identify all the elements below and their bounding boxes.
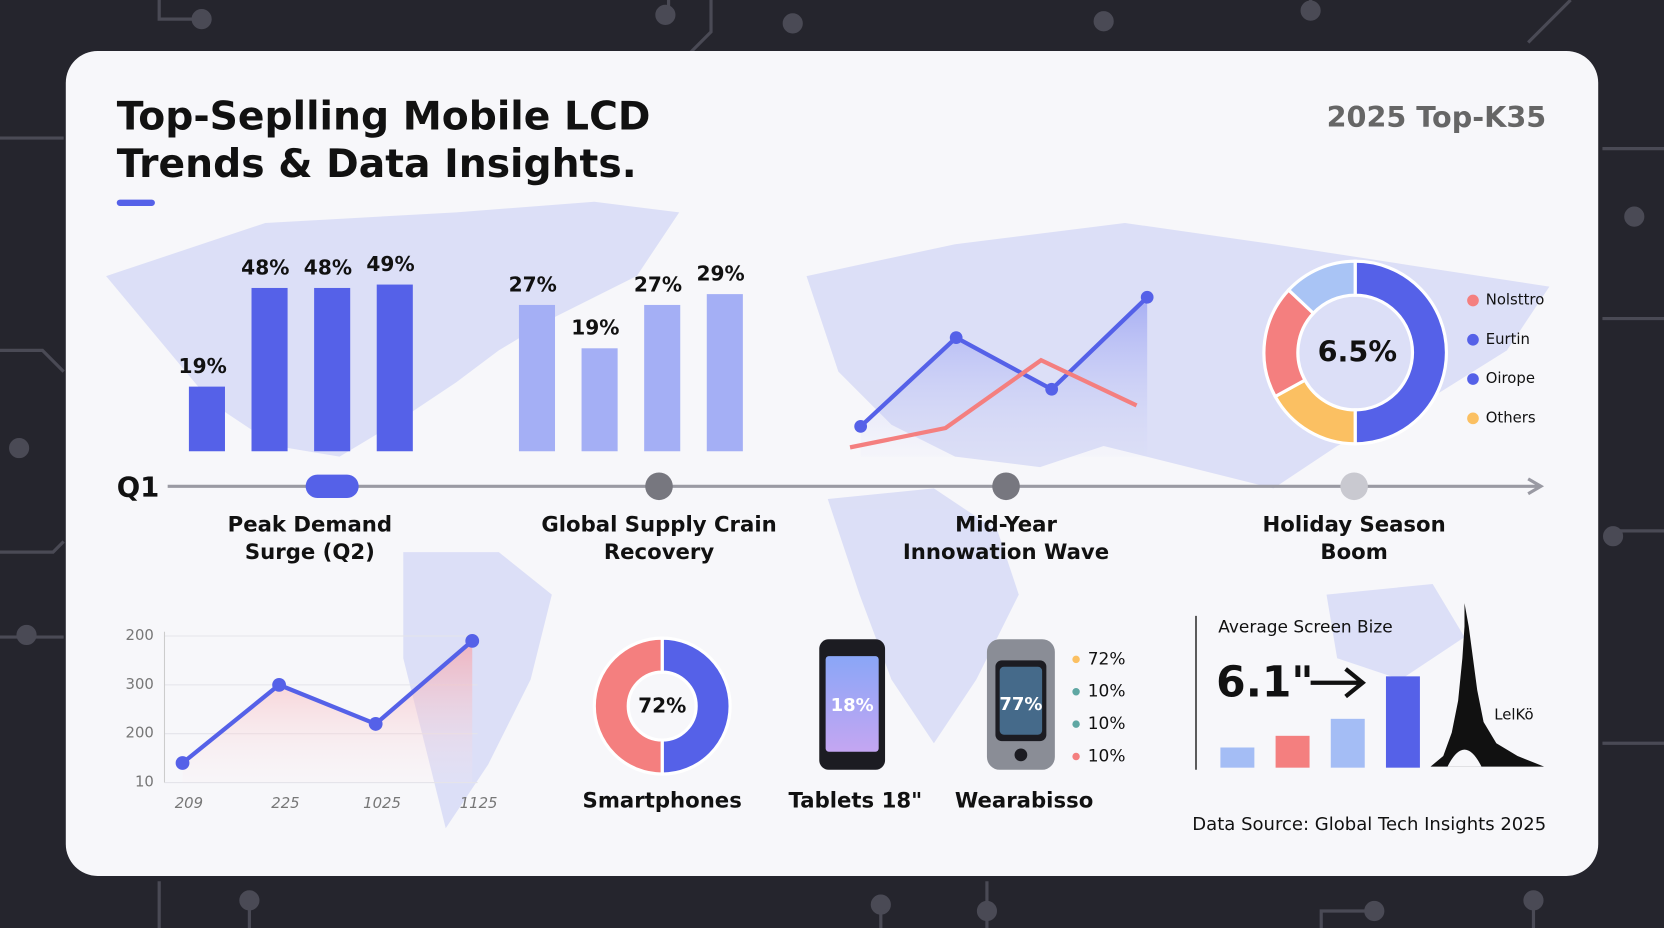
x-tick-label: 1025 — [363, 794, 401, 812]
growth-line — [181, 639, 474, 765]
trend-line — [859, 295, 1149, 428]
milestone-label: Global Supply Crain — [541, 513, 776, 538]
milestone-node — [305, 474, 359, 498]
bar — [314, 287, 351, 452]
trend-point — [1140, 290, 1154, 304]
milestone-label: Boom — [1320, 540, 1387, 565]
milestone-label: Holiday Season — [1263, 513, 1446, 538]
milestone-node — [1340, 472, 1368, 501]
bar — [376, 284, 413, 452]
y-tick-label: 200 — [126, 626, 154, 644]
donut-segment — [1353, 259, 1448, 446]
timeline-start: Q1 — [117, 470, 160, 503]
trend-point — [949, 331, 963, 345]
tablet-screen — [825, 656, 879, 752]
device-label: Tablets 18" — [789, 789, 923, 814]
bar-label: 27% — [634, 272, 682, 296]
milestone-label: Peak Demand — [228, 513, 392, 538]
legend-dot — [1467, 373, 1479, 385]
bar — [518, 304, 556, 452]
wearable-screen — [999, 666, 1043, 735]
milestone-label: Surge (Q2) — [245, 540, 375, 565]
growth-point — [465, 633, 480, 648]
legend-dot — [1072, 752, 1080, 761]
device-value: 72% — [638, 694, 686, 718]
arrow-icon — [1310, 667, 1366, 699]
device-value: 18% — [831, 695, 874, 716]
bar-label: 27% — [509, 272, 557, 296]
bar — [644, 304, 681, 452]
legend-label: Nolsttro — [1486, 290, 1545, 308]
donut-segment — [592, 636, 664, 776]
bar — [1275, 735, 1310, 768]
legend-label: 10% — [1088, 682, 1126, 702]
y-tick-label: 300 — [126, 675, 154, 693]
footer: Data Source: Global Tech Insights 2025 — [1192, 814, 1546, 835]
donut-center: 6.5% — [1318, 335, 1397, 369]
trend-area — [860, 297, 1148, 457]
donut-segment — [660, 636, 732, 776]
legend-label: 10% — [1088, 747, 1126, 767]
legend-label: 72% — [1088, 649, 1126, 669]
legend-dot — [1072, 688, 1080, 696]
bar-label: 29% — [696, 261, 744, 285]
trend-line — [849, 357, 1138, 450]
landmark-icon — [1430, 603, 1545, 767]
growth-point — [175, 756, 190, 770]
legend-label: Oirope — [1486, 369, 1535, 387]
x-tick-label: 1125 — [460, 794, 498, 812]
bar-label: 19% — [179, 354, 227, 378]
y-tick-label: 200 — [126, 724, 154, 742]
legend-dot — [1467, 412, 1479, 425]
title-line: Trends & Data Insights. — [117, 142, 637, 187]
badge: 2025 Top-K35 — [1327, 100, 1547, 134]
legend-label: Eurtin — [1486, 330, 1530, 348]
title-underline — [116, 199, 155, 206]
device-value: 77% — [999, 694, 1042, 715]
bar — [1330, 718, 1365, 768]
bar-label: 48% — [241, 255, 289, 279]
x-tick-label: 225 — [271, 794, 299, 812]
legend-label: Others — [1486, 408, 1536, 426]
legend-dot — [1467, 333, 1479, 346]
bar-label: 49% — [366, 252, 414, 276]
growth-point — [272, 677, 286, 692]
legend-dot — [1467, 294, 1479, 307]
panel-title: Average Screen Bize — [1218, 618, 1392, 638]
legend-dot — [1072, 655, 1080, 664]
milestone-label: Innowation Wave — [903, 540, 1109, 565]
milestone-node — [992, 472, 1020, 501]
x-tick-label: 209 — [175, 794, 203, 812]
y-tick-label: 10 — [135, 773, 154, 791]
timeline-axis — [167, 477, 1545, 496]
bar-label: 19% — [571, 316, 619, 340]
legend-label: 10% — [1088, 714, 1126, 734]
growth-area — [182, 640, 473, 783]
milestone-label: Recovery — [604, 540, 715, 565]
bar — [1385, 676, 1420, 768]
legend-dot — [1072, 720, 1080, 728]
milestone-label: Mid-Year — [955, 513, 1057, 538]
bar — [251, 287, 288, 452]
bar-label: 48% — [304, 255, 352, 279]
bar — [581, 348, 618, 452]
bar — [706, 294, 743, 452]
landmark-label: LelKö — [1494, 706, 1533, 724]
big-value: 6.1" — [1216, 658, 1313, 707]
milestone-node — [645, 472, 673, 501]
donut-segment — [1286, 259, 1357, 316]
device-label: Smartphones — [583, 789, 742, 814]
title-line: Top-Seplling Mobile LCD — [117, 94, 651, 139]
bar — [1220, 747, 1255, 768]
growth-point — [368, 717, 383, 731]
bar — [188, 386, 225, 452]
trend-point — [854, 420, 868, 433]
trend-point — [1045, 382, 1059, 396]
wearable-button — [1014, 748, 1028, 762]
landmark-arch — [1447, 749, 1482, 767]
device-label: Wearabisso — [955, 789, 1093, 814]
